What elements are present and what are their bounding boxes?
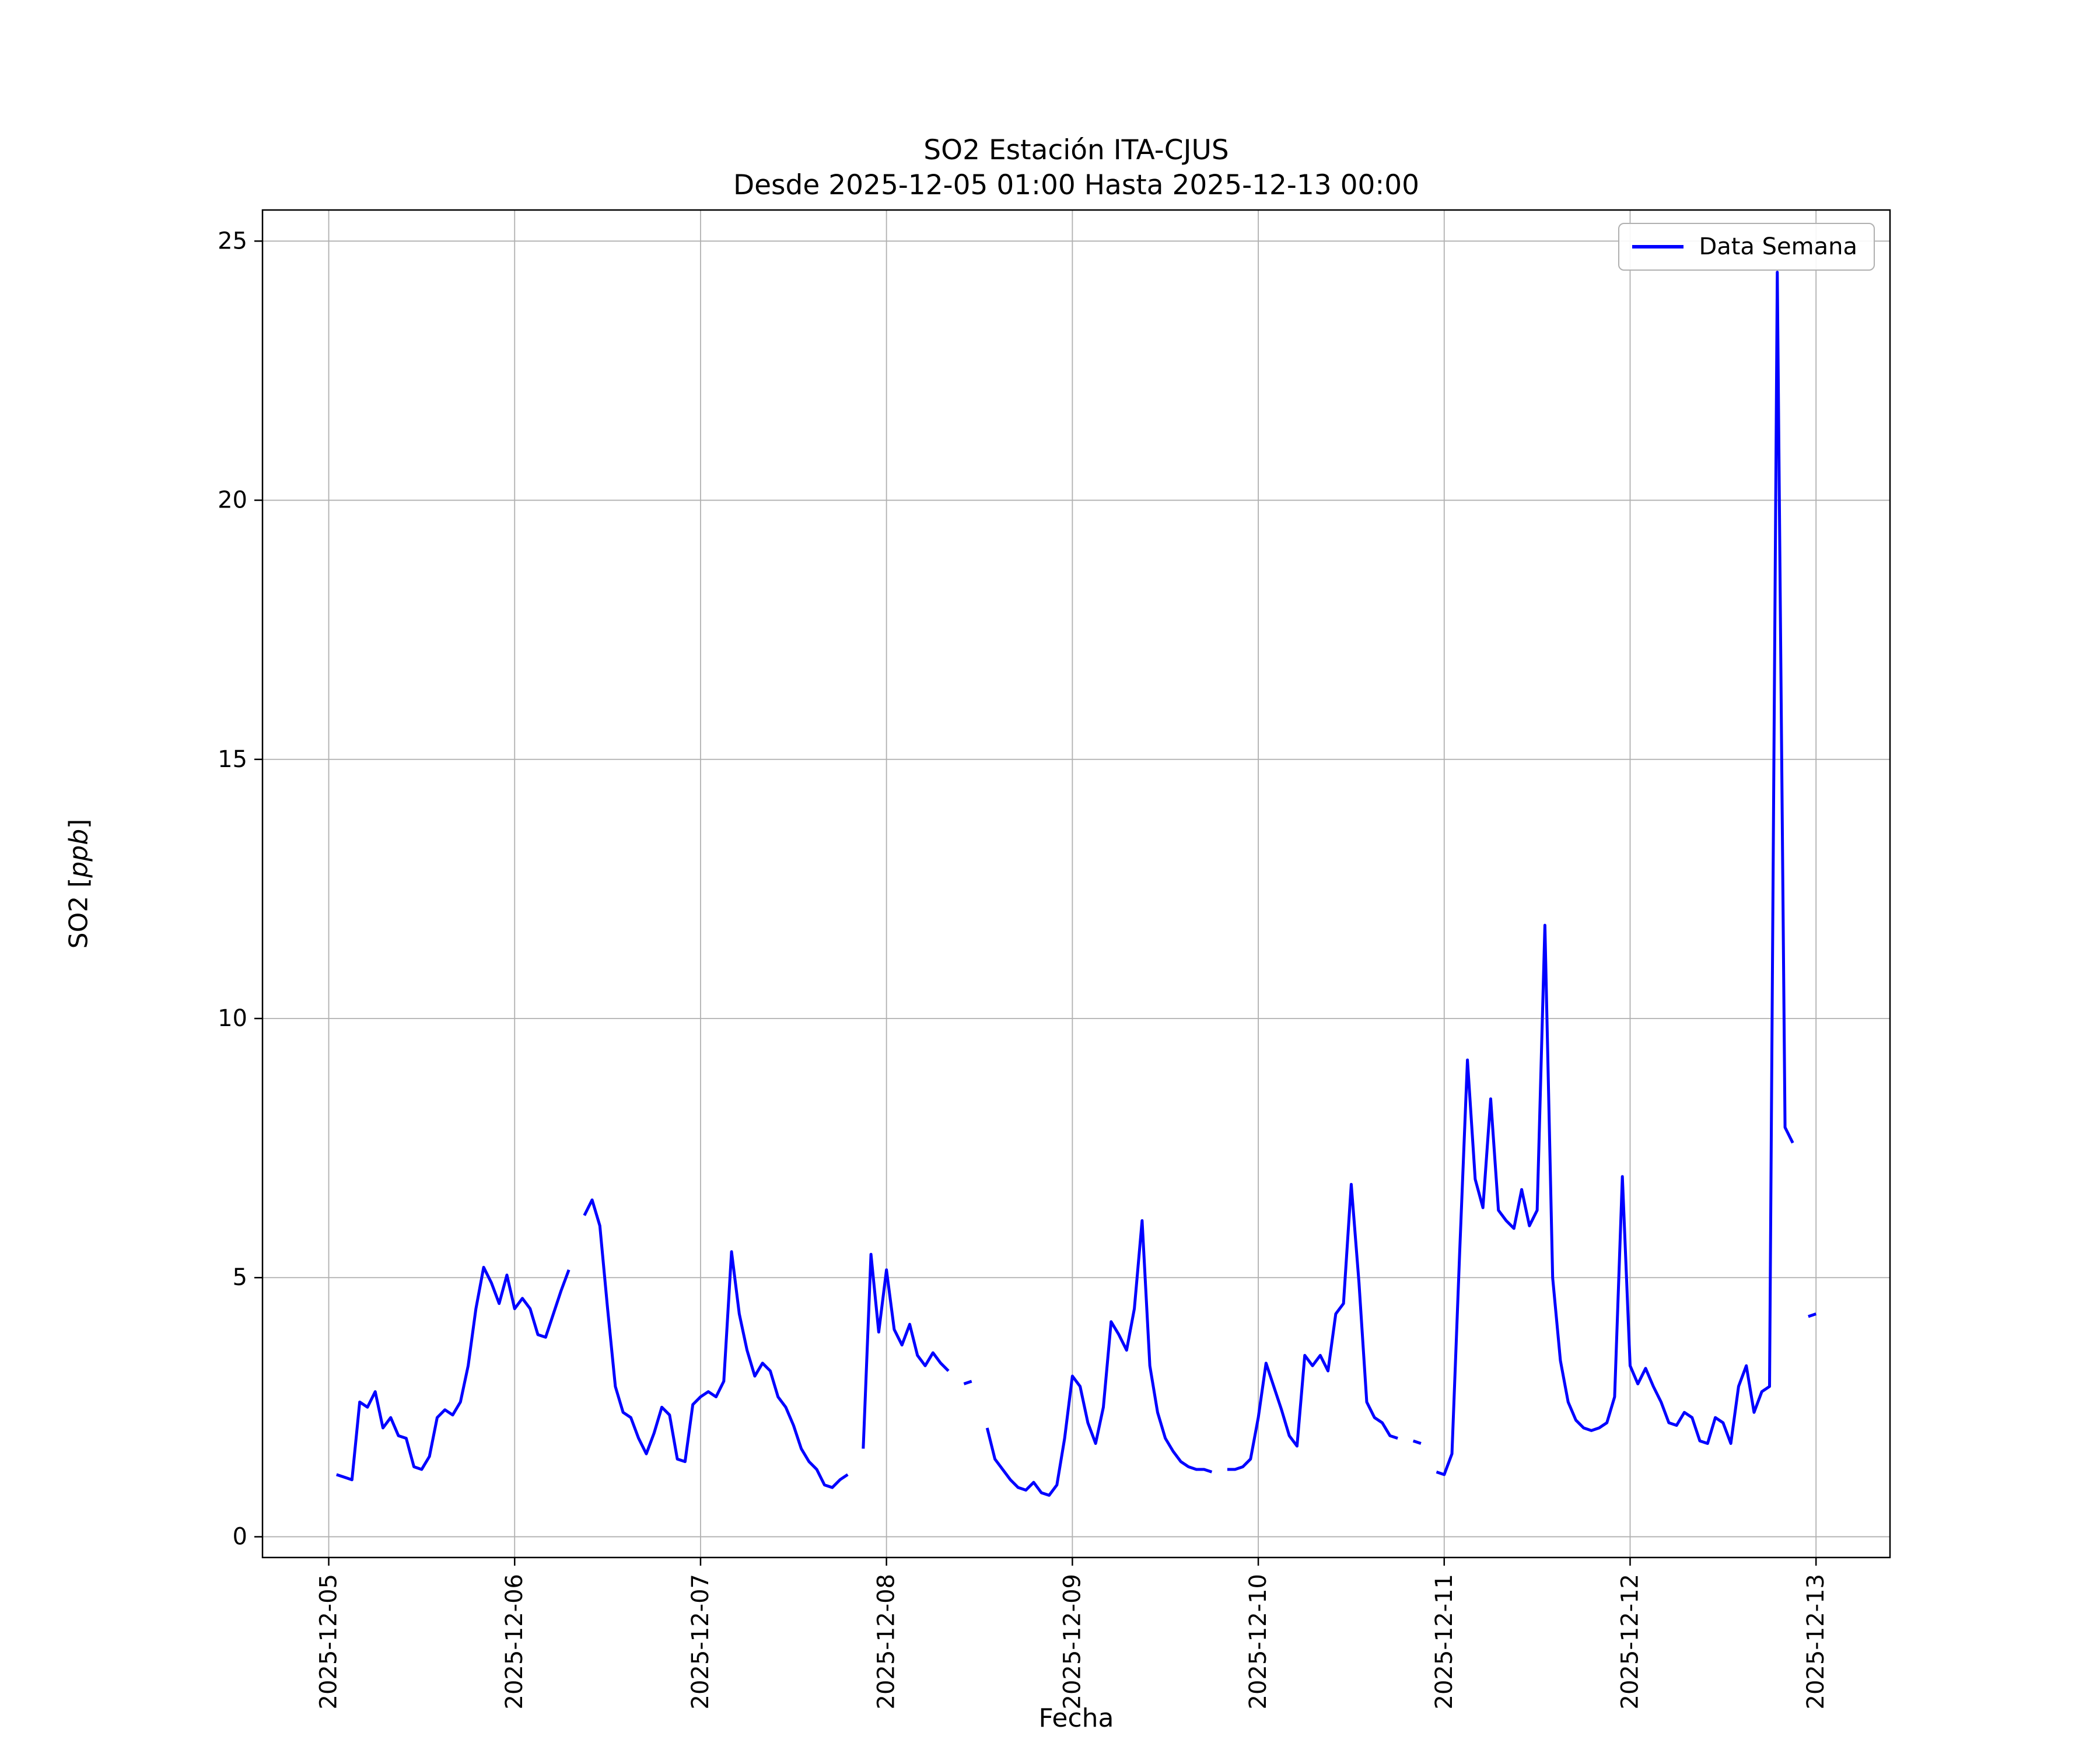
x-tick-label: 2025-12-05 [316, 1574, 342, 1709]
x-axis-label: Fecha [1038, 1703, 1114, 1733]
y-axis-label: SO2 [ppb] [64, 819, 94, 949]
legend: Data Semana [1618, 223, 1875, 271]
chart-subtitle: Desde 2025-12-05 01:00 Hasta 2025-12-13 … [733, 169, 1420, 202]
x-tick-label: 2025-12-07 [687, 1574, 714, 1709]
so2-data-line [862, 1252, 950, 1449]
y-axis-label-unit: ppb [64, 828, 94, 878]
so2-data-line [336, 1265, 570, 1482]
x-tick-label: 2025-12-11 [1431, 1574, 1458, 1709]
chart-title-block: SO2 Estación ITA-CJUS Desde 2025-12-05 0… [262, 133, 1890, 203]
y-axis-label-text: SO2 [ [64, 877, 94, 949]
y-tick-label: 10 [218, 1005, 247, 1032]
so2-data-line [1412, 1439, 1422, 1445]
so2-data-line [985, 1219, 1213, 1497]
so2-data-line [1808, 1312, 1817, 1318]
x-tick-label: 2025-12-13 [1803, 1574, 1829, 1709]
y-tick-label: 5 [233, 1264, 247, 1291]
x-tick-label: 2025-12-06 [501, 1574, 528, 1709]
so2-data-line [583, 1198, 849, 1489]
x-tick-label: 2025-12-09 [1059, 1574, 1086, 1709]
y-tick-label: 25 [218, 228, 247, 254]
so2-data-line [963, 1380, 972, 1385]
legend-line-swatch [1632, 245, 1684, 249]
y-tick-label: 0 [233, 1523, 247, 1550]
x-tick-label: 2025-12-10 [1245, 1574, 1272, 1709]
so2-data-line [1436, 271, 1794, 1476]
y-tick-label: 15 [218, 746, 247, 773]
so2-data-line [1227, 1182, 1398, 1471]
chart-title: SO2 Estación ITA-CJUS [923, 134, 1229, 166]
x-tick-label: 2025-12-12 [1616, 1574, 1643, 1709]
legend-label: Data Semana [1699, 233, 1857, 260]
axes-border [261, 209, 1891, 1559]
y-axis-label-suffix: ] [64, 818, 94, 829]
x-tick-label: 2025-12-08 [873, 1574, 900, 1709]
y-tick-label: 20 [218, 487, 247, 514]
